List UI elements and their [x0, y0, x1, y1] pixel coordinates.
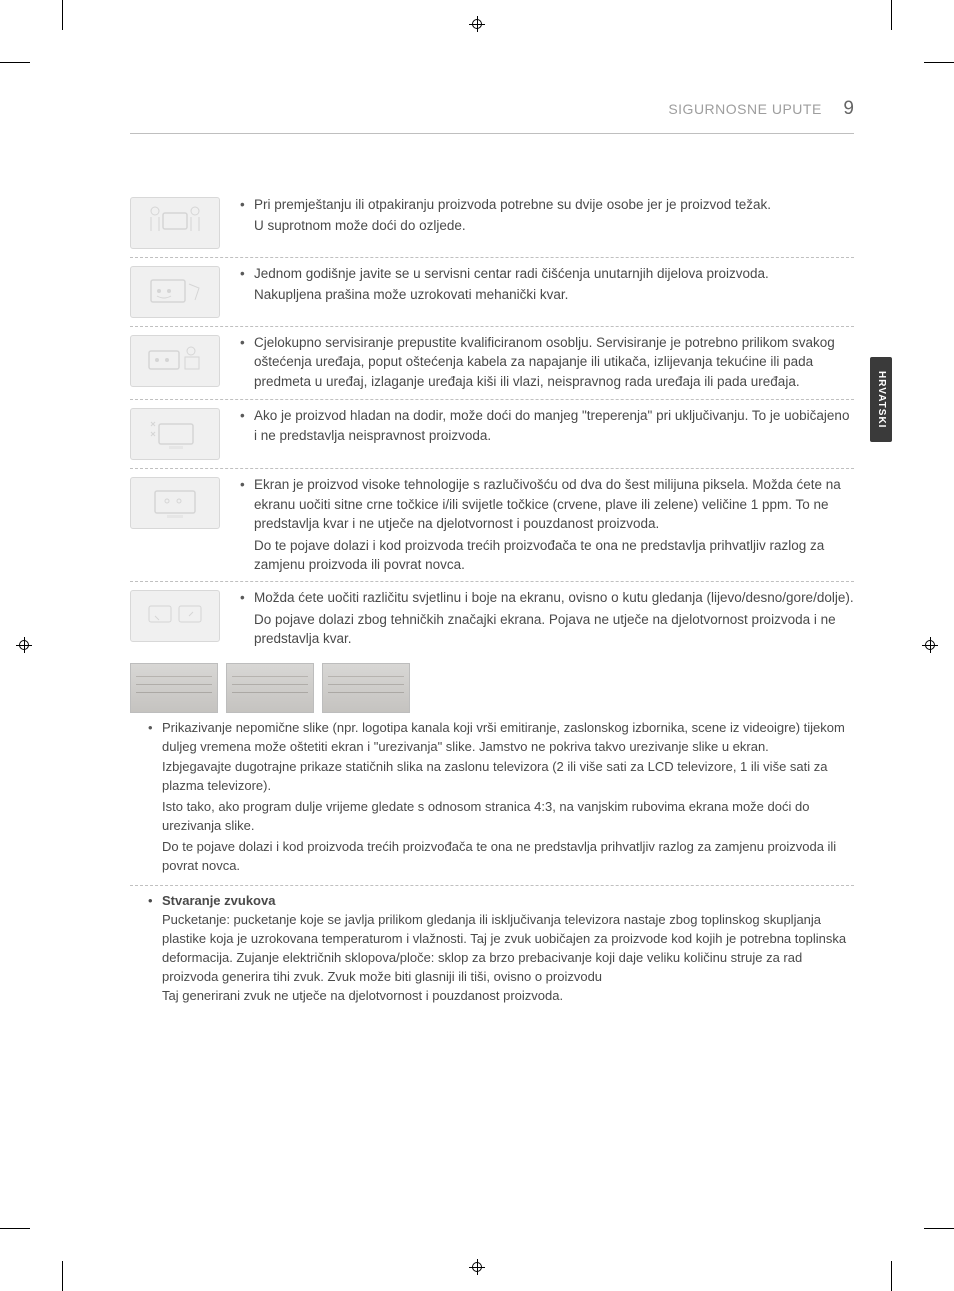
- burn-in-bullet: Prikazivanje nepomične slike (npr. logot…: [148, 719, 854, 757]
- safety-continuation: Nakupljena prašina može uzrokovati mehan…: [240, 285, 854, 305]
- safety-row: Jednom godišnje javite se u servisni cen…: [130, 258, 854, 327]
- registration-mark-icon: [16, 637, 32, 653]
- tv-viewing-angle-icon: [130, 590, 220, 642]
- image-burn-in-thumbnails: [130, 655, 854, 719]
- safety-bullet: Možda ćete uočiti različitu svjetlinu i …: [240, 588, 854, 608]
- burn-in-para: Do te pojave dolazi i kod proizvoda treć…: [148, 838, 854, 876]
- safety-bullet: Jednom godišnje javite se u servisni cen…: [240, 264, 854, 284]
- safety-bullet: Pri premještanju ili otpakiranju proizvo…: [240, 195, 854, 215]
- two-people-carrying-icon: [130, 197, 220, 249]
- safety-continuation: Do pojave dolazi zbog tehničkih značajki…: [240, 610, 854, 649]
- sound-section: Stvaranje zvukova Pucketanje: pucketanje…: [130, 886, 854, 1005]
- safety-row: Cjelokupno servisiranje prepustite kvali…: [130, 327, 854, 401]
- sound-body: Pucketanje: pucketanje koje se javlja pr…: [148, 911, 854, 986]
- registration-mark-icon: [922, 637, 938, 653]
- sound-body2: Taj generirani zvuk ne utječe na djelotv…: [148, 987, 854, 1006]
- page-number: 9: [843, 98, 854, 119]
- screen-sample-icon: [322, 663, 410, 713]
- burn-in-para: Izbjegavajte dugotrajne prikaze statični…: [148, 758, 854, 796]
- safety-bullet: Ekran je proizvod visoke tehnologije s r…: [240, 475, 854, 534]
- registration-mark-icon: [469, 16, 485, 32]
- tv-cold-flicker-icon: [130, 408, 220, 460]
- safety-bullet: Ako je proizvod hladan na dodir, može do…: [240, 406, 854, 445]
- burn-in-para: Isto tako, ako program dulje vrijeme gle…: [148, 798, 854, 836]
- screen-sample-icon: [226, 663, 314, 713]
- registration-mark-icon: [469, 1259, 485, 1275]
- safety-continuation: U suprotnom može doći do ozljede.: [240, 216, 854, 236]
- language-tab: HRVATSKI: [870, 357, 893, 442]
- tv-pixels-icon: [130, 477, 220, 529]
- tv-cleaning-icon: [130, 266, 220, 318]
- safety-row: Pri premještanju ili otpakiranju proizvo…: [130, 189, 854, 258]
- screen-sample-icon: [130, 663, 218, 713]
- safety-row: Možda ćete uočiti različitu svjetlinu i …: [130, 582, 854, 655]
- page-content: SIGURNOSNE UPUTE 9 HRVATSKI Pri premješt…: [130, 95, 854, 1196]
- technician-service-icon: [130, 335, 220, 387]
- sound-title: Stvaranje zvukova: [162, 893, 275, 908]
- header-title: SIGURNOSNE UPUTE: [668, 101, 821, 117]
- safety-bullet: Cjelokupno servisiranje prepustite kvali…: [240, 333, 854, 392]
- burn-in-warning: Prikazivanje nepomične slike (npr. logot…: [130, 719, 854, 887]
- page-header: SIGURNOSNE UPUTE 9: [130, 95, 854, 134]
- safety-row: Ako je proizvod hladan na dodir, može do…: [130, 400, 854, 469]
- safety-row: Ekran je proizvod visoke tehnologije s r…: [130, 469, 854, 582]
- safety-continuation: Do te pojave dolazi i kod proizvoda treć…: [240, 536, 854, 575]
